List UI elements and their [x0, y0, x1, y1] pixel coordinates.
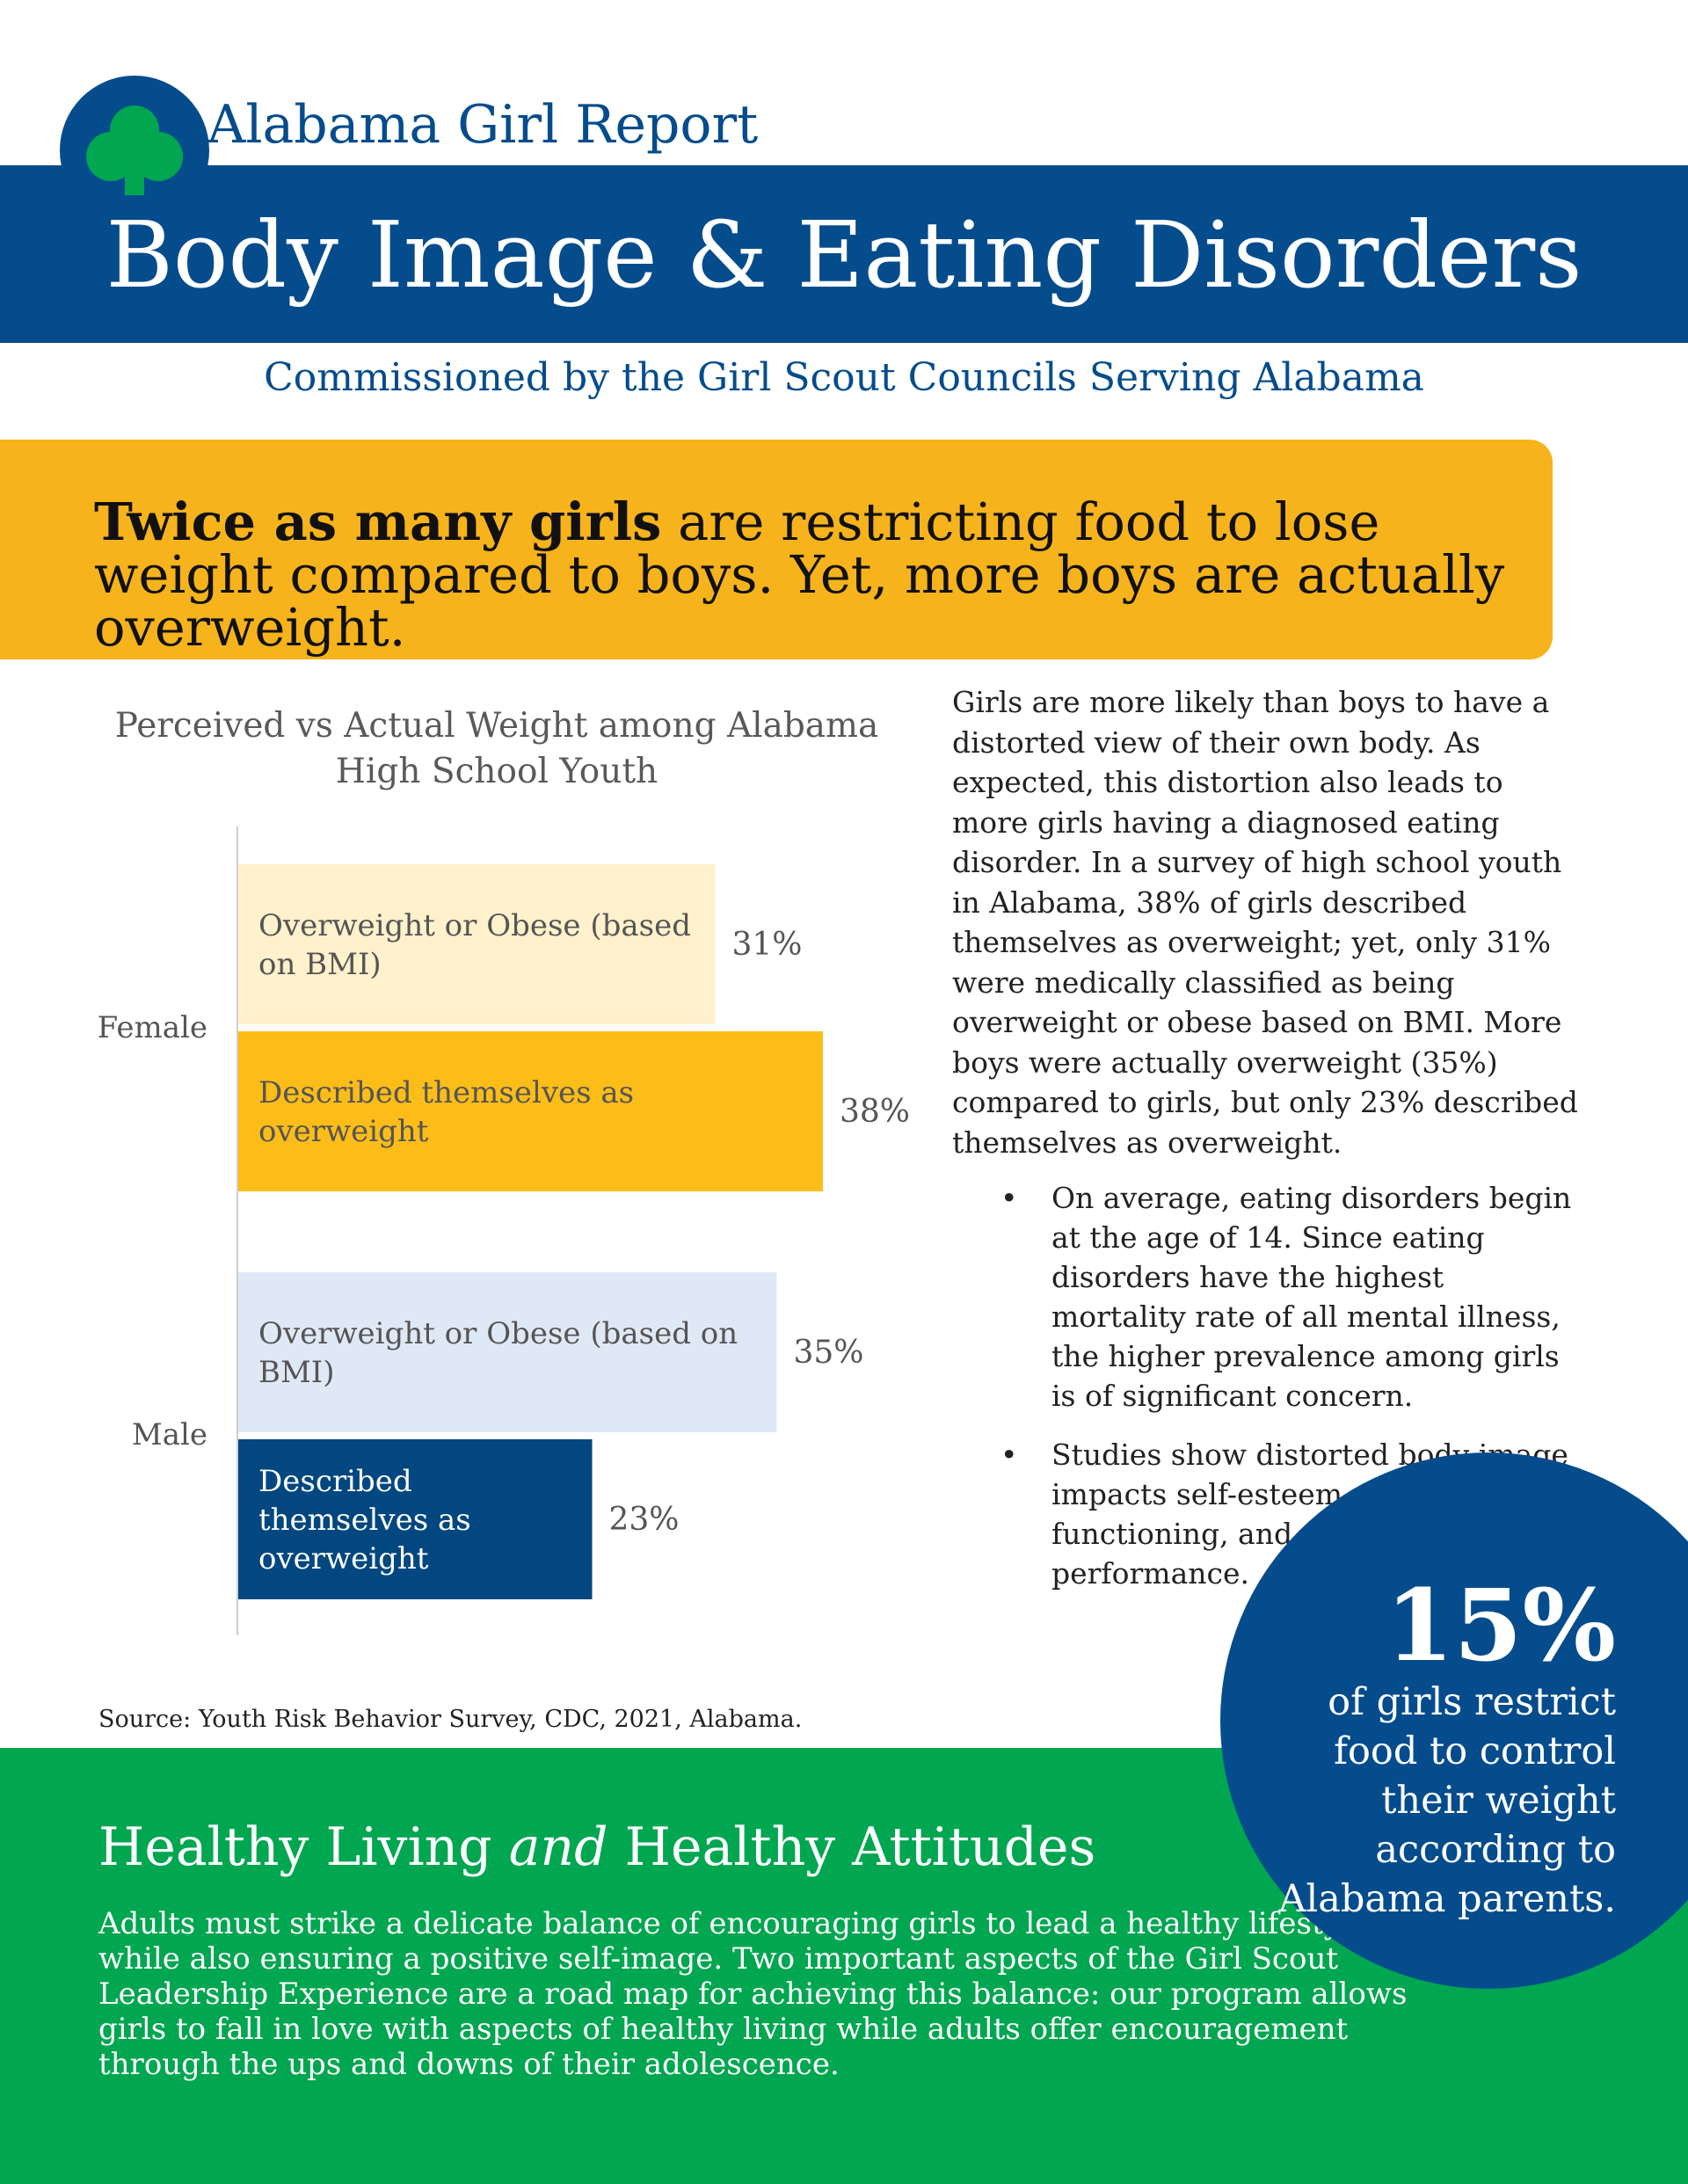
bar-label-line: Described — [258, 1464, 412, 1499]
footer-heading-em: and — [508, 1816, 608, 1878]
body-paragraph: Girls are more likely than boys to have … — [952, 685, 1578, 1160]
group-label: Male — [132, 1417, 207, 1452]
bar-label-line: Overweight or Obese (based on — [258, 1316, 738, 1351]
footer-heading-post: Healthy Attitudes — [608, 1816, 1096, 1878]
footer-heading-pre: Healthy Living — [98, 1816, 509, 1878]
bar — [238, 1031, 823, 1191]
bar-label-line: overweight — [258, 1541, 429, 1576]
value-label: 38% — [840, 1094, 910, 1130]
footer-body: Adults must strike a delicate balance of… — [98, 1906, 1408, 2082]
report-label: Alabama Girl Report — [207, 94, 759, 156]
page-title: Body Image & Eating Disorders — [106, 201, 1582, 309]
bullet-mark: • — [1000, 1181, 1018, 1215]
bar — [238, 1272, 777, 1432]
value-label: 23% — [609, 1502, 680, 1538]
headline-rest: are restricting food to lose weight comp… — [94, 491, 1505, 659]
bullet-text: On average, eating disorders begin at th… — [1051, 1181, 1572, 1413]
bar-label: Described themselves as overweight — [258, 1464, 471, 1576]
bar-chart: Overweight or Obese (based on BMI) 31% Desc… — [98, 826, 910, 1635]
value-label: 31% — [732, 927, 803, 963]
stat-circle — [1220, 1452, 1688, 1989]
stat-caption: of girls restrict food to control their … — [1278, 1680, 1616, 1921]
headline-bold: Twice as many girls — [94, 491, 662, 552]
value-label: 35% — [794, 1335, 864, 1371]
stat-value: 15% — [1385, 1569, 1616, 1684]
bar-label-line: themselves as — [258, 1503, 471, 1538]
bar-label-line: Overweight or Obese (based — [258, 908, 691, 943]
bar-label-line: Described themselves as — [258, 1075, 634, 1110]
bar-label-line: on BMI) — [258, 947, 382, 982]
bar-label: Overweight or Obese (based on BMI) — [258, 908, 691, 982]
bar-label: Described themselves as overweight — [258, 1075, 634, 1149]
logo-badge — [60, 76, 209, 225]
bar — [238, 864, 716, 1024]
source-note: Source: Youth Risk Behavior Survey, CDC,… — [98, 1706, 803, 1733]
page-subtitle: Commissioned by the Girl Scout Councils … — [264, 355, 1424, 400]
chart-title: Perceived vs Actual Weight among Alabama… — [114, 706, 879, 791]
bullet-mark: • — [1000, 1438, 1018, 1472]
title-band — [0, 165, 1688, 343]
bar-label-line: BMI) — [258, 1355, 335, 1390]
headline-banner — [0, 440, 1553, 659]
bar-label: Overweight or Obese (based on BMI) — [258, 1316, 738, 1390]
bar — [238, 1439, 593, 1599]
headline-text: Twice as many girls are restricting food… — [94, 495, 1553, 655]
trefoil-icon — [86, 106, 183, 195]
bar-label-line: overweight — [258, 1114, 429, 1149]
footer-heading: Healthy Living and Healthy Attitudes — [98, 1816, 1095, 1878]
group-label: Female — [98, 1010, 207, 1045]
